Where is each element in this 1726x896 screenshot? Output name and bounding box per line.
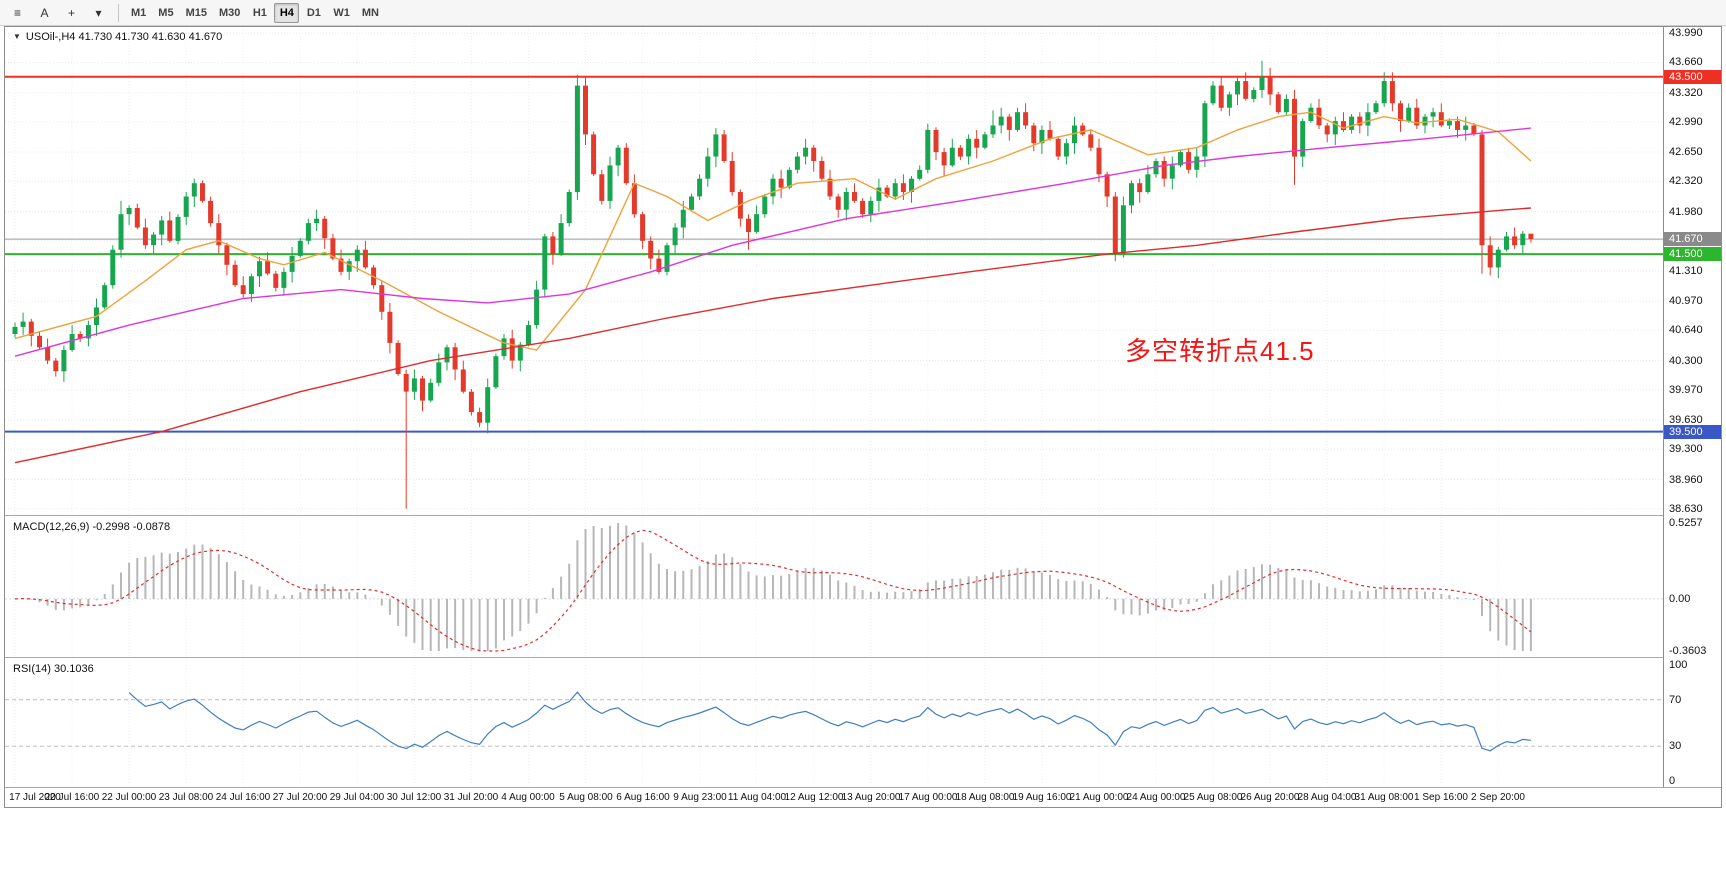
toolbar-separator [118,3,119,22]
axis-tick: 40.970 [1669,295,1703,307]
panel-separator[interactable] [5,515,1721,516]
axis-tick: 43.660 [1669,56,1703,68]
x-axis-label: 17 Jul 2020 [9,792,61,803]
axis-tick: 30 [1669,740,1682,752]
crosshair-tool-button[interactable]: + [67,5,75,20]
rsi-canvas[interactable] [5,659,1663,787]
chart-list-icon[interactable]: ≡ [13,5,21,20]
axis-tick: 70 [1669,694,1682,706]
annotation-text[interactable]: 多空转折点41.5 [1125,336,1315,366]
x-axis-label: 5 Aug 08:00 [559,792,613,803]
timeframe-buttons: M1 M5 M15 M30 H1 H4 D1 W1 MN [126,2,384,23]
x-axis-label: 4 Aug 00:00 [501,792,555,803]
timeframe-h1[interactable]: H1 [252,6,267,19]
x-axis-label: 1 Sep 16:00 [1414,792,1468,803]
x-axis-label: 22 Jul 00:00 [101,792,157,803]
x-axis-label: 31 Aug 08:00 [1354,792,1414,803]
text-tool-button[interactable]: A [40,5,49,20]
x-axis-label: 12 Aug 12:00 [784,792,844,803]
axis-tick: 38.630 [1669,503,1703,515]
price-chart-canvas[interactable] [5,27,1663,515]
axis-tick: 39.970 [1669,384,1703,396]
rsi-label: RSI(14) 30.1036 [13,663,94,675]
x-axis-label: 13 Aug 20:00 [841,792,901,803]
axis-tick: 40.640 [1669,324,1703,336]
x-axis-label: 2 Sep 20:00 [1471,792,1525,803]
axis-tick: 0 [1669,775,1676,787]
price-level-label: 43.500 [1664,70,1721,84]
time-axis: 17 Jul 2020 20 Jul 16:00 22 Jul 00:00 23 Ju… [5,789,1721,807]
price-level-label: 41.500 [1664,247,1721,261]
macd-canvas[interactable] [5,517,1663,657]
x-axis-label: 19 Aug 16:00 [1012,792,1072,803]
axis-tick: 0.5257 [1669,517,1703,529]
x-axis-label: 29 Jul 04:00 [329,792,385,803]
axis-tick: 38.960 [1669,474,1703,486]
axis-tick: 41.310 [1669,265,1703,277]
timeframe-m15[interactable]: M15 [185,6,207,19]
x-axis-label: 17 Aug 00:00 [898,792,958,803]
chart-menu-icon[interactable]: ▼ [13,32,21,41]
x-axis-label: 23 Jul 08:00 [158,792,214,803]
price-level-label: 39.500 [1664,425,1721,439]
x-axis-label: 9 Aug 23:00 [673,792,727,803]
x-axis-label: 20 Jul 16:00 [44,792,100,803]
panel-separator[interactable] [5,657,1721,658]
axis-tick: 42.990 [1669,116,1703,128]
chart-title: ▼ USOil-,H4 41.730 41.730 41.630 41.670 [13,31,222,43]
x-axis-label: 24 Jul 16:00 [215,792,271,803]
axis-tick: -0.3603 [1669,645,1707,657]
x-axis-label: 26 Aug 20:00 [1240,792,1300,803]
toolbar: ≡ A + ▾ M1 M5 M15 M30 H1 H4 D1 W1 MN [0,0,1726,26]
timeframe-m30[interactable]: M30 [218,6,241,19]
axis-tick: 39.630 [1669,414,1703,426]
x-axis-label: 28 Aug 04:00 [1297,792,1357,803]
tool-buttons: ≡ A + ▾ [5,3,111,23]
chart-title-text: USOil-,H4 41.730 41.730 41.630 41.670 [25,31,223,43]
axis-tick: 42.650 [1669,146,1703,158]
x-axis-label: 24 Aug 00:00 [1126,792,1186,803]
axis-tick: 42.320 [1669,175,1703,187]
timeframe-m1[interactable]: M1 [131,6,147,19]
drawing-tools-dropdown[interactable]: ▾ [95,5,102,20]
axis-tick: 100 [1669,659,1688,671]
x-axis-label: 11 Aug 04:00 [727,792,787,803]
price-level-label: 41.670 [1664,232,1721,246]
timeframe-mn[interactable]: MN [361,6,379,19]
x-axis-label: 27 Jul 20:00 [272,792,328,803]
x-axis-label: 31 Jul 20:00 [443,792,499,803]
x-axis-label: 30 Jul 12:00 [386,792,442,803]
timeframe-d1[interactable]: D1 [306,6,321,19]
axis-tick: 43.990 [1669,27,1703,39]
macd-label: MACD(12,26,9) -0.2998 -0.0878 [13,521,171,533]
panel-separator [5,787,1721,788]
x-axis-label: 18 Aug 08:00 [955,792,1015,803]
axis-tick: 41.980 [1669,206,1703,218]
chart-window: ▼ USOil-,H4 41.730 41.730 41.630 41.670 … [4,26,1722,808]
timeframe-h4[interactable]: H4 [274,2,300,23]
x-axis-label: 21 Aug 00:00 [1069,792,1129,803]
axis-tick: 39.300 [1669,443,1703,455]
x-axis-label: 25 Aug 08:00 [1183,792,1243,803]
timeframe-m5[interactable]: M5 [158,6,174,19]
axis-tick: 43.320 [1669,87,1703,99]
axis-tick: 0.00 [1669,593,1691,605]
price-axis: 43.990 43.660 43.320 42.990 42.650 42.320 41.9… [1663,27,1721,787]
timeframe-w1[interactable]: W1 [333,6,350,19]
x-axis-label: 6 Aug 16:00 [616,792,670,803]
axis-tick: 40.300 [1669,355,1703,367]
